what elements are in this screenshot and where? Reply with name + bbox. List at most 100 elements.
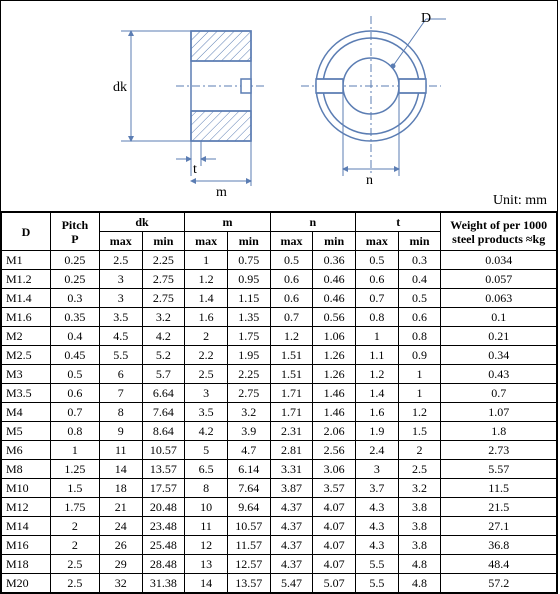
- cell: 8.64: [142, 422, 185, 441]
- cell: 1: [398, 384, 441, 403]
- cell: 1.2: [356, 365, 399, 384]
- cell: 9.64: [227, 498, 270, 517]
- cell: 0.1: [441, 308, 557, 327]
- cell: 12.57: [227, 555, 270, 574]
- cell: 1.2: [398, 403, 441, 422]
- cell: 1: [356, 327, 399, 346]
- cell: 0.6: [270, 270, 313, 289]
- cell: 2.5: [50, 574, 99, 593]
- cell: 11: [99, 441, 142, 460]
- dk-min: min: [142, 232, 185, 251]
- col-weight: Weight of per 1000 steel products ≈kg: [441, 213, 557, 251]
- cell: 28.48: [142, 555, 185, 574]
- cell: 0.34: [441, 346, 557, 365]
- cell: 13.57: [227, 574, 270, 593]
- cell: 3.7: [356, 479, 399, 498]
- cell: 5: [185, 441, 228, 460]
- cell: 0.36: [313, 251, 356, 270]
- cell: M1.4: [2, 289, 51, 308]
- label-dk: dk: [113, 80, 127, 95]
- cell: 18: [99, 479, 142, 498]
- cell: 4.07: [313, 555, 356, 574]
- cell: 7.64: [142, 403, 185, 422]
- cell: 1.71: [270, 384, 313, 403]
- cell: 4.5: [99, 327, 142, 346]
- cell: 4.8: [398, 555, 441, 574]
- cell: M5: [2, 422, 51, 441]
- cell: M18: [2, 555, 51, 574]
- cell: 5.5: [356, 555, 399, 574]
- cell: 3.87: [270, 479, 313, 498]
- cell: M1: [2, 251, 51, 270]
- cell: 57.2: [441, 574, 557, 593]
- cell: 1.51: [270, 346, 313, 365]
- cell: 2.81: [270, 441, 313, 460]
- cell: 4.3: [356, 498, 399, 517]
- cell: 4.07: [313, 517, 356, 536]
- cell: 2.2: [185, 346, 228, 365]
- n-min: min: [313, 232, 356, 251]
- cell: 1.25: [50, 460, 99, 479]
- cell: 0.45: [50, 346, 99, 365]
- label-n: n: [366, 173, 373, 188]
- cell: 5.57: [441, 460, 557, 479]
- d-pointer-label: D: [421, 11, 431, 27]
- cell: 2.56: [313, 441, 356, 460]
- table-body: M10.252.52.2510.750.50.360.50.30.034M1.2…: [2, 251, 557, 593]
- cell: M10: [2, 479, 51, 498]
- cell: 1.4: [185, 289, 228, 308]
- cell: 0.8: [398, 327, 441, 346]
- table-row: M10.252.52.2510.750.50.360.50.30.034: [2, 251, 557, 270]
- cell: M14: [2, 517, 51, 536]
- cell: 0.25: [50, 251, 99, 270]
- cell: 6.14: [227, 460, 270, 479]
- col-n: n: [270, 213, 355, 232]
- label-t: t: [193, 162, 197, 177]
- cell: 1: [185, 251, 228, 270]
- cell: 2.73: [441, 441, 557, 460]
- cell: 1.5: [50, 479, 99, 498]
- cell: 6: [99, 365, 142, 384]
- unit-label: Unit: mm: [493, 193, 547, 209]
- cell: 2: [185, 327, 228, 346]
- cell: 5.7: [142, 365, 185, 384]
- diagram-area: dk t m: [1, 1, 557, 212]
- cell: 1.51: [270, 365, 313, 384]
- cell: 0.6: [356, 270, 399, 289]
- cell: M3: [2, 365, 51, 384]
- cell: 0.25: [50, 270, 99, 289]
- cell: 1.75: [50, 498, 99, 517]
- cell: 1.1: [356, 346, 399, 365]
- cell: 6.64: [142, 384, 185, 403]
- cell: 24: [99, 517, 142, 536]
- cell: 10: [185, 498, 228, 517]
- cell: 1: [50, 441, 99, 460]
- cell: 1.07: [441, 403, 557, 422]
- cell: 21.5: [441, 498, 557, 517]
- table-row: M30.565.72.52.251.511.261.210.43: [2, 365, 557, 384]
- cell: 1.06: [313, 327, 356, 346]
- cell: 3.8: [398, 498, 441, 517]
- table-row: M202.53231.381413.575.475.075.54.857.2: [2, 574, 557, 593]
- cell: 0.7: [50, 403, 99, 422]
- n-max: max: [270, 232, 313, 251]
- cell: 5.5: [99, 346, 142, 365]
- cell: 0.057: [441, 270, 557, 289]
- cell: 20.48: [142, 498, 185, 517]
- cell: M1.2: [2, 270, 51, 289]
- cell: 48.4: [441, 555, 557, 574]
- cell: 0.46: [313, 289, 356, 308]
- cell: 2.75: [142, 270, 185, 289]
- cell: 4.37: [270, 555, 313, 574]
- cell: 0.6: [398, 308, 441, 327]
- table-row: M2.50.455.55.22.21.951.511.261.10.90.34: [2, 346, 557, 365]
- cell: 2.5: [99, 251, 142, 270]
- cell: 2.75: [227, 384, 270, 403]
- cell: 4.07: [313, 498, 356, 517]
- cell: 13: [185, 555, 228, 574]
- cell: 3: [99, 289, 142, 308]
- table-row: M40.787.643.53.21.711.461.61.21.07: [2, 403, 557, 422]
- cell: 4.7: [227, 441, 270, 460]
- cell: 2.5: [50, 555, 99, 574]
- col-m: m: [185, 213, 270, 232]
